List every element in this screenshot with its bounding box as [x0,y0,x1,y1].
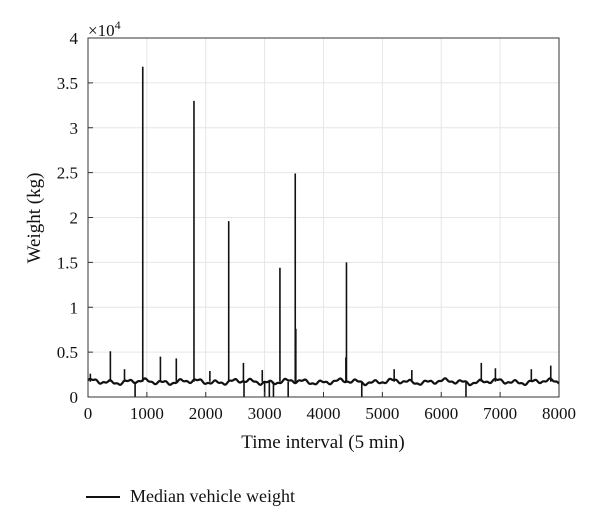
x-tick-label: 2000 [189,404,223,423]
y-tick-label: 3.5 [57,74,78,93]
x-tick-label: 7000 [483,404,517,423]
y-tick-label: 1 [70,298,79,317]
y-tick-label: 3 [70,119,79,138]
x-tick-label: 3000 [248,404,282,423]
y-tick-label: 0.5 [57,343,78,362]
grid-lines [87,37,560,398]
y-tick-label: 4 [70,29,79,48]
series-baseline-line [87,377,560,387]
x-tick-label: 4000 [307,404,341,423]
y-tick-labels: 0 0.5 1 1.5 2 2.5 3 3.5 4 [57,29,93,407]
y-tick-label: 2.5 [57,164,78,183]
y-tick-label: 0 [70,388,79,407]
series-median-vehicle-weight [87,66,560,397]
x-tick-labels: 0 1000 2000 3000 4000 5000 6000 7000 8000 [84,392,576,423]
legend: Median vehicle weight [86,486,295,507]
y-multiplier-label: ×104 [88,18,121,40]
y-tick-label: 2 [70,209,79,228]
x-tick-label: 8000 [542,404,576,423]
x-tick-label: 0 [84,404,93,423]
y-tick-label: 1.5 [57,253,78,272]
y-axis-label: Weight (kg) [24,173,45,264]
x-tick-label: 1000 [130,404,164,423]
x-axis-label: Time interval (5 min) [241,432,404,453]
legend-line-swatch [86,495,120,498]
x-tick-label: 5000 [365,404,399,423]
x-tick-label: 6000 [424,404,458,423]
legend-label: Median vehicle weight [130,486,295,506]
